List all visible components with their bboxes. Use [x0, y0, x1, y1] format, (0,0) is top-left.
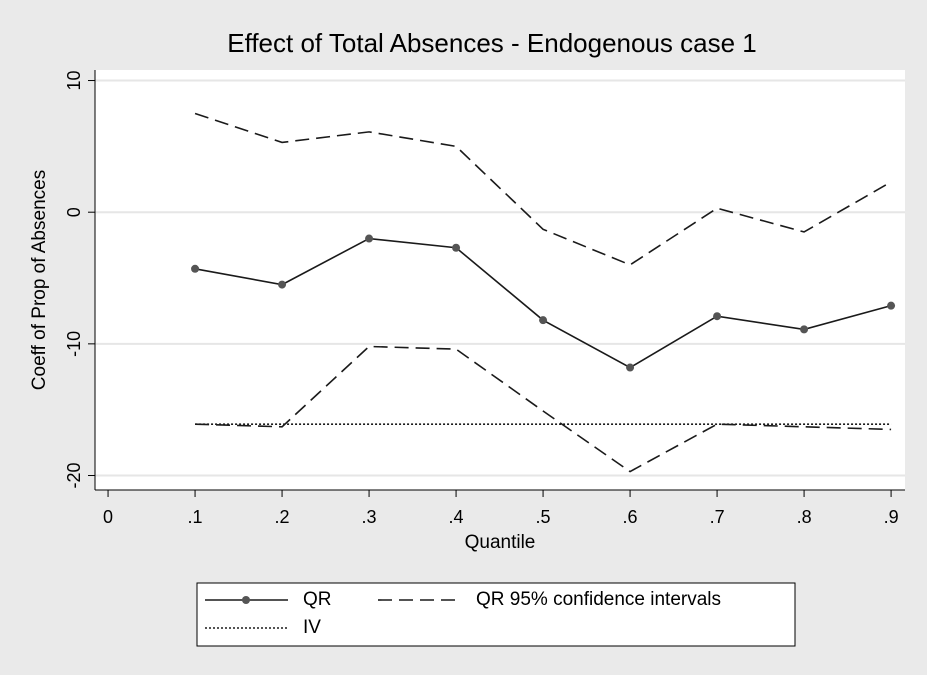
marker: [365, 234, 374, 243]
marker: [626, 363, 635, 372]
marker: [713, 312, 722, 321]
marker: [887, 301, 896, 310]
marker: [800, 325, 809, 334]
x-axis-label: Quantile: [465, 532, 536, 553]
y-tick-label: -10: [64, 331, 84, 357]
legend-label: QR: [303, 589, 332, 610]
y-tick-label: 10: [64, 71, 84, 91]
series-line: [194, 112, 892, 266]
y-tick-label: 0: [64, 207, 84, 217]
plot-area: [95, 70, 905, 490]
marker: [452, 243, 461, 252]
y-tick-label: -20: [64, 463, 84, 489]
chart-title: Effect of Total Absences - Endogenous ca…: [227, 28, 757, 58]
x-tick-label: .1: [188, 507, 203, 527]
x-tick-label: .5: [536, 507, 551, 527]
marker: [539, 316, 548, 325]
x-tick-label: .8: [797, 507, 812, 527]
legend-marker: [242, 596, 250, 604]
marker: [191, 264, 200, 273]
y-axis-label: Coeff of Prop of Absences: [29, 170, 50, 390]
x-tick-label: .3: [362, 507, 377, 527]
legend: [196, 582, 796, 647]
x-tick-label: .2: [275, 507, 290, 527]
marker: [278, 280, 287, 289]
x-tick-label: .6: [623, 507, 638, 527]
legend-label: QR 95% confidence intervals: [476, 589, 721, 610]
x-tick-label: .9: [884, 507, 899, 527]
series-lower-line: [195, 345, 892, 473]
legend-label: IV: [303, 617, 321, 638]
x-tick-label: .4: [449, 507, 464, 527]
x-tick-label: .7: [710, 507, 725, 527]
x-tick-label: 0: [103, 507, 113, 527]
